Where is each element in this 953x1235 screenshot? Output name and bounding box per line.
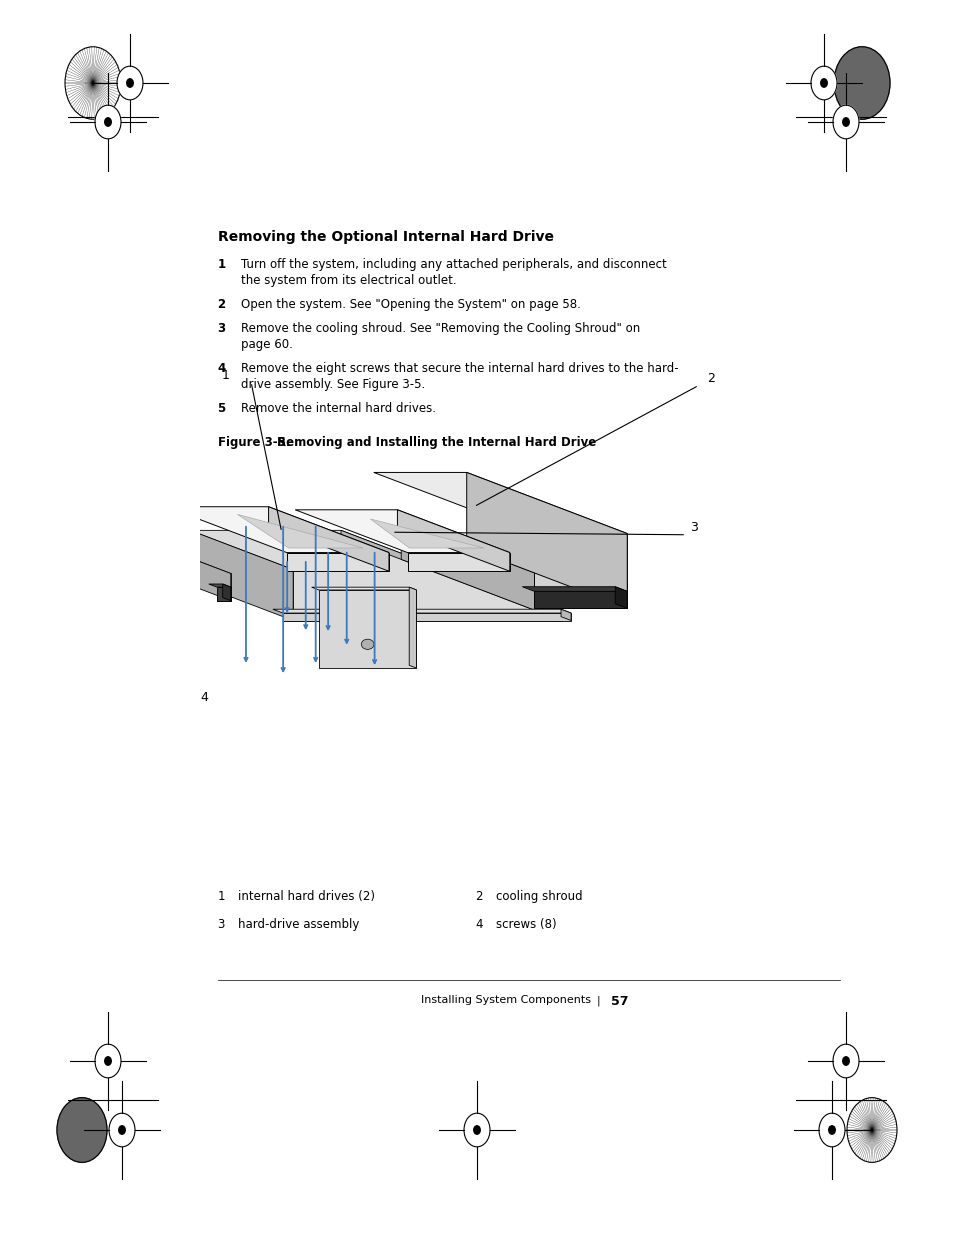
Text: Remove the internal hard drives.: Remove the internal hard drives. [241, 403, 436, 415]
Polygon shape [409, 587, 416, 668]
Polygon shape [72, 485, 293, 620]
Polygon shape [283, 613, 571, 620]
Polygon shape [283, 614, 561, 620]
Text: 3: 3 [217, 918, 225, 931]
Circle shape [109, 1113, 135, 1147]
Polygon shape [62, 530, 561, 614]
Circle shape [841, 1057, 848, 1066]
Text: Removing and Installing the Internal Hard Drive: Removing and Installing the Internal Har… [276, 436, 596, 450]
Polygon shape [534, 534, 627, 609]
Polygon shape [340, 530, 561, 620]
Polygon shape [237, 515, 362, 548]
Polygon shape [407, 552, 509, 572]
Text: Remove the cooling shroud. See "Removing the Cooling Shroud" on
page 60.: Remove the cooling shroud. See "Removing… [241, 322, 640, 351]
Polygon shape [287, 552, 389, 572]
Circle shape [832, 1044, 858, 1078]
Circle shape [105, 117, 112, 126]
Polygon shape [560, 609, 571, 620]
Text: screws (8): screws (8) [496, 918, 557, 931]
Polygon shape [269, 506, 389, 572]
Circle shape [57, 1098, 107, 1162]
Polygon shape [466, 473, 627, 609]
Text: 1: 1 [221, 368, 229, 382]
Circle shape [474, 1126, 479, 1134]
Polygon shape [391, 522, 561, 583]
Circle shape [463, 1113, 490, 1147]
Circle shape [820, 79, 826, 88]
Text: internal hard drives (2): internal hard drives (2) [238, 890, 375, 903]
Circle shape [846, 1098, 896, 1162]
Polygon shape [283, 569, 293, 620]
Polygon shape [551, 583, 561, 620]
Text: 1: 1 [217, 890, 225, 903]
Text: 3: 3 [217, 322, 226, 335]
Text: Installing System Components: Installing System Components [421, 995, 591, 1005]
Text: Turn off the system, including any attached peripherals, and disconnect
the syst: Turn off the system, including any attac… [241, 258, 666, 287]
Circle shape [841, 117, 848, 126]
Polygon shape [294, 510, 509, 552]
Polygon shape [370, 519, 483, 548]
Circle shape [361, 640, 374, 650]
Circle shape [832, 105, 858, 138]
Circle shape [118, 1126, 125, 1134]
Polygon shape [216, 573, 231, 600]
Text: 4: 4 [217, 362, 226, 375]
Circle shape [95, 105, 121, 138]
Polygon shape [216, 587, 231, 600]
Polygon shape [312, 587, 416, 590]
Text: 2: 2 [706, 372, 715, 385]
Circle shape [65, 47, 121, 120]
Circle shape [818, 1113, 844, 1147]
Circle shape [127, 79, 133, 88]
Text: Open the system. See "Opening the System" on page 58.: Open the system. See "Opening the System… [241, 298, 580, 311]
Polygon shape [273, 609, 571, 613]
Text: Figure 3-5.: Figure 3-5. [217, 436, 290, 450]
Text: hard-drive assembly: hard-drive assembly [238, 918, 359, 931]
Polygon shape [318, 590, 416, 668]
Polygon shape [534, 592, 627, 609]
Circle shape [833, 47, 889, 120]
Polygon shape [116, 535, 231, 573]
Text: 2: 2 [475, 890, 482, 903]
Text: 5: 5 [217, 403, 226, 415]
Polygon shape [401, 522, 561, 620]
Text: cooling shroud: cooling shroud [496, 890, 582, 903]
Circle shape [810, 67, 836, 100]
Polygon shape [131, 535, 231, 600]
Circle shape [95, 1044, 121, 1078]
Polygon shape [397, 510, 509, 572]
Circle shape [828, 1126, 835, 1134]
Polygon shape [222, 584, 231, 600]
Circle shape [105, 1057, 112, 1066]
Text: Remove the eight screws that secure the internal hard drives to the hard-
drive : Remove the eight screws that secure the … [241, 362, 679, 391]
Polygon shape [166, 506, 389, 552]
Text: Removing the Optional Internal Hard Drive: Removing the Optional Internal Hard Driv… [217, 230, 553, 245]
Text: 1: 1 [217, 258, 226, 270]
Polygon shape [521, 587, 627, 592]
Text: 3: 3 [690, 521, 698, 535]
Text: 57: 57 [610, 995, 627, 1008]
Text: 4: 4 [200, 692, 208, 704]
Polygon shape [615, 587, 627, 609]
Text: |: | [596, 995, 599, 1005]
Circle shape [117, 67, 143, 100]
Polygon shape [62, 485, 293, 569]
Polygon shape [374, 473, 627, 534]
Text: 4: 4 [475, 918, 482, 931]
Text: 2: 2 [217, 298, 226, 311]
Polygon shape [209, 584, 231, 587]
